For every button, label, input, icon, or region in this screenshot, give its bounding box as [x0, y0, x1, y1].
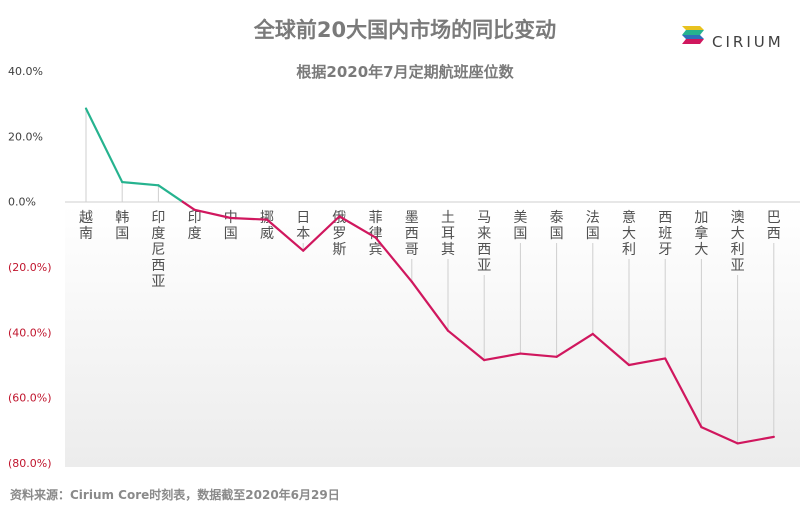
x-tick-label: 俄罗斯 — [332, 210, 346, 258]
x-tick-label: 墨西哥 — [405, 210, 419, 258]
series-line-segment — [302, 215, 341, 252]
chart-title: 全球前20大国内市场的同比变动 — [253, 18, 557, 42]
y-tick-label: 40.0% — [8, 65, 43, 78]
x-tick-label: 加拿大 — [694, 210, 708, 258]
x-tick-label: 土耳其 — [441, 210, 455, 258]
series-line-segment — [700, 425, 739, 445]
series-line-segment — [181, 200, 196, 211]
y-tick-label: (40.0%) — [8, 326, 52, 339]
y-tick-label: (80.0%) — [8, 457, 52, 470]
cirium-logo-text: CIRIUM — [712, 33, 784, 51]
series-line-segment — [157, 184, 184, 203]
x-tick-label: 巴西 — [767, 210, 781, 242]
x-tick-label: 挪威 — [260, 210, 274, 242]
series-line-segment — [483, 352, 522, 362]
plot-background — [65, 205, 800, 467]
x-tick-label: 马来西亚 — [477, 210, 491, 274]
cirium-logo — [682, 26, 704, 44]
y-tick-label: 0.0% — [8, 196, 36, 209]
chart-subtitle: 根据2020年7月定期航班座位数 — [296, 63, 514, 81]
x-tick-label: 美国 — [513, 210, 527, 242]
series-line-segment — [446, 329, 486, 362]
series-line-segment — [193, 208, 232, 220]
cirium-logo-mark-icon — [682, 26, 704, 44]
series-line-segment — [338, 215, 377, 239]
source-note: 资料来源：Cirium Core时刻表，数据截至2020年6月29日 — [10, 488, 340, 502]
x-tick-label: 澳大利亚 — [731, 210, 745, 274]
series-line-segment — [519, 352, 558, 358]
series-line-segment — [84, 107, 124, 184]
y-tick-label: (20.0%) — [8, 261, 52, 274]
x-tick-label: 韩国 — [115, 210, 129, 242]
series-line-segment — [410, 280, 450, 332]
x-tick-label: 西班牙 — [658, 210, 672, 258]
series-line-segment — [664, 357, 703, 429]
x-tick-label: 越南 — [79, 210, 93, 242]
series-line-segment — [121, 180, 160, 187]
series-line-segment — [265, 218, 305, 252]
series-line-segment — [736, 435, 775, 445]
series-line-segment — [627, 357, 667, 367]
x-tick-label: 菲律宾 — [369, 210, 383, 258]
y-tick-label: 20.0% — [8, 130, 43, 143]
x-tick-label: 印度 — [188, 210, 202, 242]
x-tick-label: 泰国 — [550, 210, 564, 242]
series-line-segment — [555, 332, 594, 358]
y-tick-label: (60.0%) — [8, 392, 52, 405]
series-line-segment — [374, 236, 413, 283]
series-line-segment — [229, 216, 269, 221]
x-tick-label: 印度尼西亚 — [151, 210, 165, 290]
x-tick-label: 意大利 — [622, 209, 636, 258]
x-tick-label: 中国 — [224, 210, 238, 242]
x-tick-label: 日本 — [296, 210, 310, 242]
x-tick-label: 法国 — [586, 210, 600, 242]
series-line-segment — [591, 332, 631, 367]
